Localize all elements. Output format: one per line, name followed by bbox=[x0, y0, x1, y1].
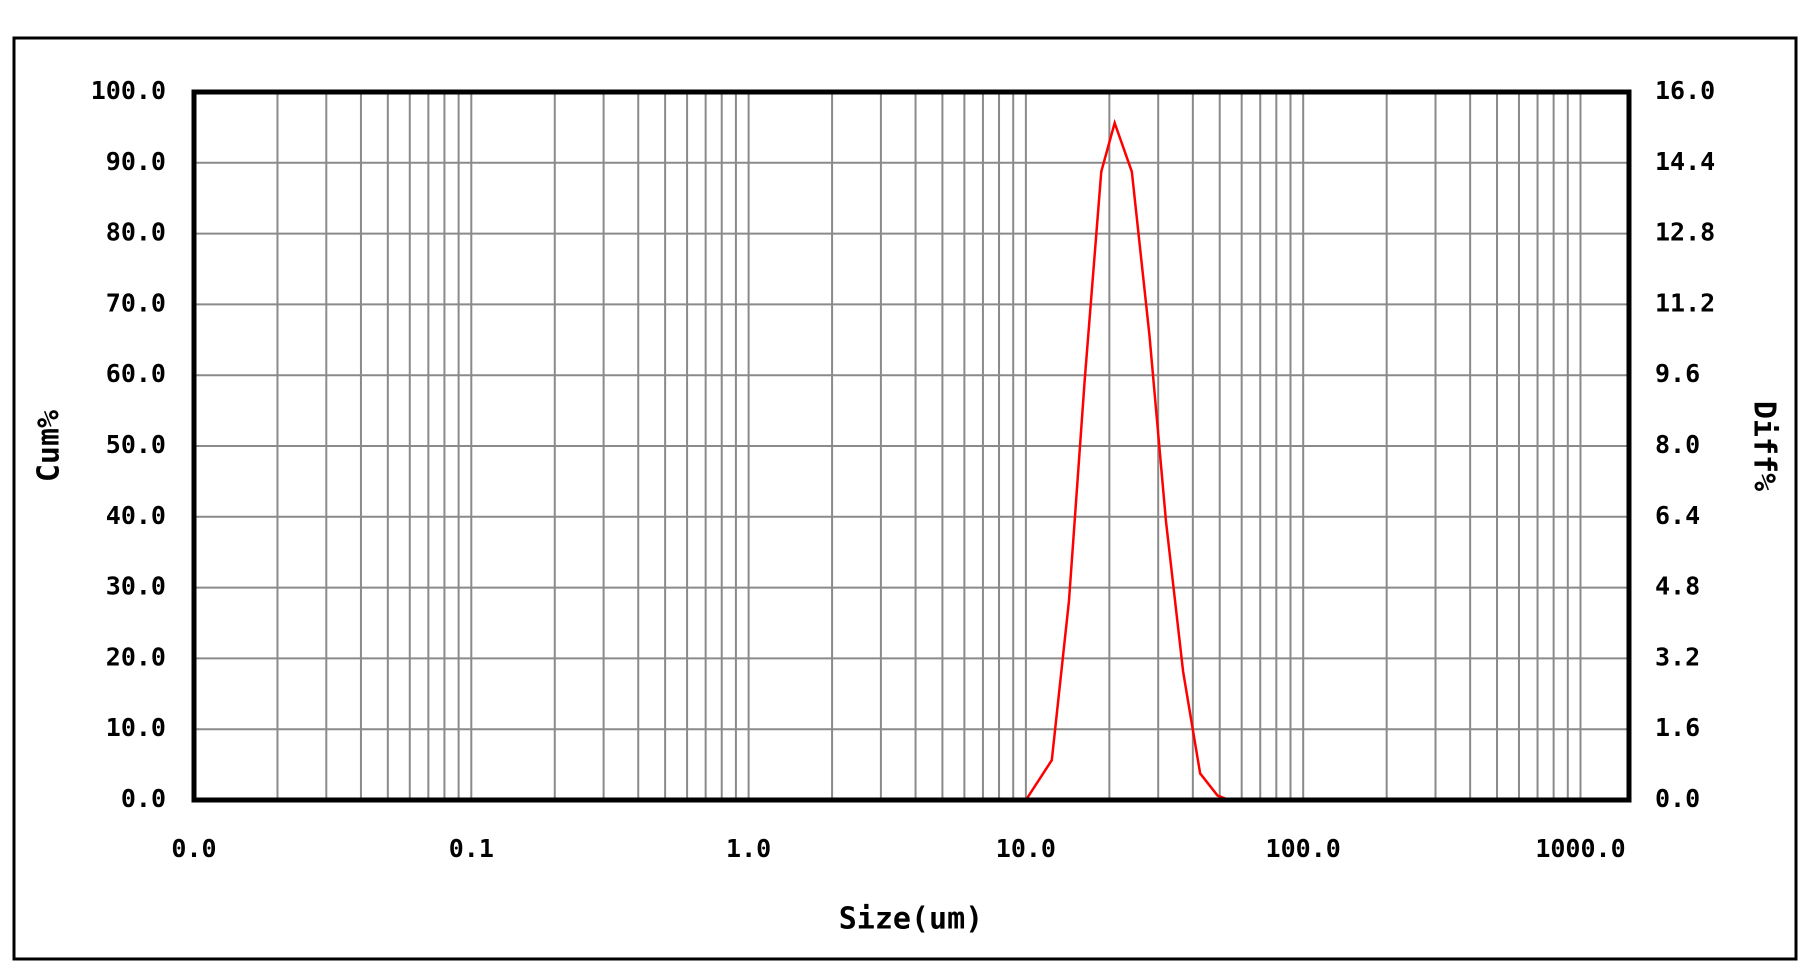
y-axis-label: Cum% bbox=[32, 410, 67, 482]
y2-tick-label: 1.6 bbox=[1655, 713, 1700, 742]
y2-tick-label: 6.4 bbox=[1655, 501, 1700, 530]
x-axis-label: Size(um) bbox=[839, 902, 984, 937]
y-tick-label: 10.0 bbox=[106, 713, 166, 742]
y2-tick-label: 16.0 bbox=[1655, 76, 1715, 105]
y-tick-label: 0.0 bbox=[121, 784, 166, 813]
x-tick-label: 100.0 bbox=[1266, 834, 1341, 863]
x-tick-label: 1.0 bbox=[726, 834, 771, 863]
y2-tick-label: 8.0 bbox=[1655, 430, 1700, 459]
y2-tick-label: 9.6 bbox=[1655, 359, 1700, 388]
y2-tick-label: 11.2 bbox=[1655, 288, 1715, 317]
y2-tick-label: 3.2 bbox=[1655, 642, 1700, 671]
y-tick-label: 90.0 bbox=[106, 147, 166, 176]
y-tick-label: 50.0 bbox=[106, 430, 166, 459]
plot-border bbox=[191, 89, 1632, 803]
y-tick-label: 40.0 bbox=[106, 501, 166, 530]
y2-tick-label: 4.8 bbox=[1655, 572, 1700, 601]
y-tick-label: 100.0 bbox=[91, 76, 166, 105]
x-tick-label: 0.1 bbox=[449, 834, 494, 863]
y2-tick-label: 14.4 bbox=[1655, 147, 1715, 176]
y-tick-label: 70.0 bbox=[106, 288, 166, 317]
plot-lines bbox=[360, 118, 1581, 802]
y-tick-label: 60.0 bbox=[106, 359, 166, 388]
y2-tick-label: 12.8 bbox=[1655, 218, 1715, 247]
x-tick-label: 0.0 bbox=[171, 834, 216, 863]
series-line bbox=[360, 118, 1581, 802]
y-tick-label: 20.0 bbox=[106, 642, 166, 671]
y2-tick-label: 0.0 bbox=[1655, 784, 1700, 813]
x-tick-label: 1000.0 bbox=[1535, 834, 1625, 863]
x-tick-label: 10.0 bbox=[996, 834, 1056, 863]
frame bbox=[12, 36, 1798, 961]
y-tick-label: 80.0 bbox=[106, 218, 166, 247]
y2-axis-label: Diff% bbox=[1747, 401, 1782, 491]
y-tick-label: 30.0 bbox=[106, 572, 166, 601]
